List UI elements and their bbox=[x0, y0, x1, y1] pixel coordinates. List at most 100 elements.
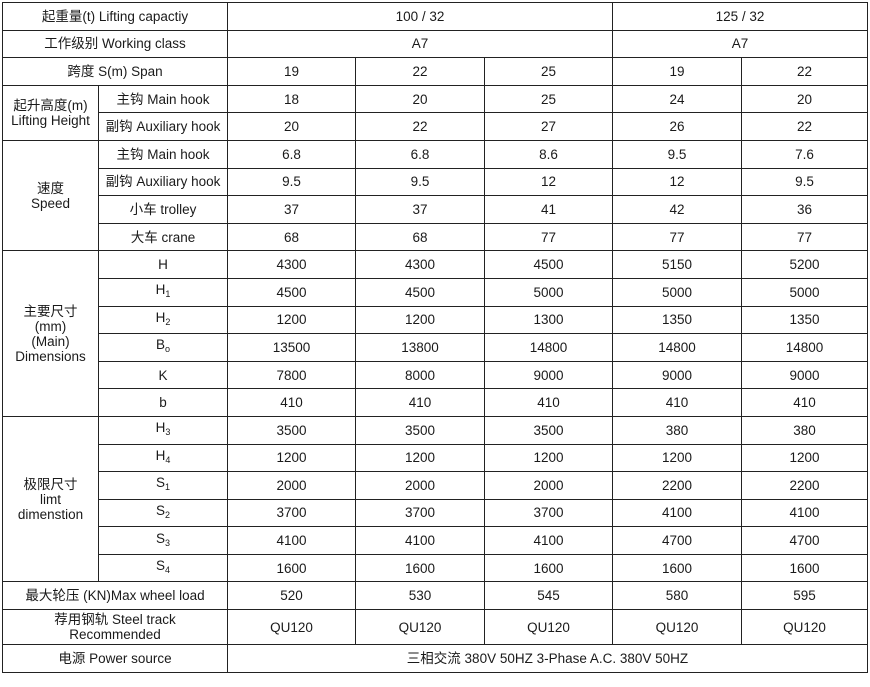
row-label: 荐用钢轨 Steel track Recommended bbox=[2, 609, 228, 646]
group-label: 速度 Speed bbox=[2, 139, 99, 252]
value-cell: 1600 bbox=[741, 553, 868, 583]
value-cell: QU120 bbox=[741, 609, 868, 646]
sub-label-text: 副钩 Auxiliary hook bbox=[105, 174, 221, 190]
row-label: 工作级别 Working class bbox=[2, 29, 228, 59]
value-cell: 19 bbox=[612, 57, 742, 86]
value-cell: 26 bbox=[612, 112, 742, 141]
value-cell: 3700 bbox=[355, 498, 485, 528]
value-cell: 68 bbox=[227, 222, 356, 252]
value-cell: 77 bbox=[741, 222, 868, 252]
sub-label: 主钩 Main hook bbox=[98, 139, 228, 169]
value-cell: 4300 bbox=[227, 250, 356, 279]
value-cell: 4100 bbox=[355, 526, 485, 555]
value-cell: 37 bbox=[355, 195, 485, 224]
sub-label-text: S bbox=[155, 475, 165, 491]
row-label: 跨度 S(m) Span bbox=[2, 57, 228, 86]
value-cell: 2200 bbox=[612, 471, 742, 500]
table-row: 速度 Speed 主钩 Main hook 6.8 6.8 8.6 9.5 7.6 bbox=[2, 139, 868, 252]
value-cell: 595 bbox=[741, 581, 868, 611]
value-cell: 410 bbox=[612, 388, 742, 417]
sub-label: S2 bbox=[98, 498, 228, 528]
value-cell: 9.5 bbox=[612, 139, 742, 169]
value-cell: 5150 bbox=[612, 250, 742, 279]
table-row: 副钩 Auxiliary hook 20 22 27 26 22 bbox=[3, 112, 868, 141]
value-cell: 1200 bbox=[227, 305, 356, 335]
group-value: 125 / 32 bbox=[612, 2, 868, 31]
sub-label-text: 小车 trolley bbox=[129, 201, 197, 217]
sub-label-text: K bbox=[158, 367, 168, 383]
table-row: 最大轮压 (KN)Max wheel load 520 530 545 580 595 bbox=[2, 581, 868, 611]
value-cell: 1200 bbox=[355, 443, 485, 473]
value-cell: 3500 bbox=[484, 415, 613, 445]
sub-label-text: H bbox=[155, 282, 166, 298]
value-cell: 5000 bbox=[741, 277, 868, 307]
value-cell: 1200 bbox=[612, 443, 742, 473]
value-cell: 4500 bbox=[484, 250, 613, 279]
table-row: 大车 crane 68 68 77 77 77 bbox=[3, 222, 868, 252]
table-row: 小车 trolley 37 37 41 42 36 bbox=[3, 195, 868, 224]
value-cell: 4100 bbox=[612, 498, 742, 528]
sub-label-subscript: 3 bbox=[165, 537, 171, 548]
value-cell: QU120 bbox=[484, 609, 613, 646]
value-cell: 5000 bbox=[612, 277, 742, 307]
value-cell: QU120 bbox=[612, 609, 742, 646]
sub-label-text: S bbox=[155, 502, 165, 518]
table-body: 起重量(t) Lifting capactiy 100 / 32 125 / 32 工… bbox=[2, 2, 868, 673]
value-cell: 25 bbox=[484, 57, 613, 86]
table-row: S1 2000 2000 2000 2200 2200 bbox=[3, 471, 868, 500]
table-row: 起重量(t) Lifting capactiy 100 / 32 125 / 32 bbox=[2, 2, 868, 31]
value-cell: 1600 bbox=[612, 553, 742, 583]
sub-label-text: H bbox=[158, 257, 168, 273]
value-cell: 14800 bbox=[484, 333, 613, 362]
group-label: 起升高度(m) Lifting Height bbox=[2, 84, 99, 141]
sub-label: 副钩 Auxiliary hook bbox=[98, 112, 228, 141]
value-cell: 2000 bbox=[227, 471, 356, 500]
value-cell: 1300 bbox=[484, 305, 613, 335]
sub-label-text: B bbox=[155, 337, 165, 353]
value-cell: 19 bbox=[227, 57, 356, 86]
value-cell: 3700 bbox=[484, 498, 613, 528]
sub-label-subscript: 2 bbox=[165, 316, 171, 327]
value-cell: 9.5 bbox=[355, 167, 485, 197]
value-cell: 9000 bbox=[612, 360, 742, 390]
value-cell: 1600 bbox=[484, 553, 613, 583]
value-cell: 77 bbox=[484, 222, 613, 252]
sub-label: H4 bbox=[98, 443, 228, 473]
value-cell: 20 bbox=[227, 112, 356, 141]
value-cell: 4100 bbox=[741, 498, 868, 528]
value-cell: 6.8 bbox=[227, 139, 356, 169]
table-row: K 7800 8000 9000 9000 9000 bbox=[3, 360, 868, 390]
value-cell: 4300 bbox=[355, 250, 485, 279]
value-cell: 1600 bbox=[355, 553, 485, 583]
value-cell: QU120 bbox=[355, 609, 485, 646]
sub-label-text: 副钩 Auxiliary hook bbox=[105, 119, 221, 135]
table-row: H2 1200 1200 1300 1350 1350 bbox=[3, 305, 868, 335]
value-cell: 8.6 bbox=[484, 139, 613, 169]
sub-label: H3 bbox=[98, 415, 228, 445]
value-cell: 3500 bbox=[355, 415, 485, 445]
sub-label-text: 大车 crane bbox=[130, 229, 196, 245]
row-label: 电源 Power source bbox=[2, 644, 228, 673]
value-cell: 22 bbox=[741, 57, 868, 86]
value-cell: 14800 bbox=[741, 333, 868, 362]
value-cell: 530 bbox=[355, 581, 485, 611]
sub-label: H2 bbox=[98, 305, 228, 335]
sub-label-text: b bbox=[159, 395, 167, 411]
value-cell: 22 bbox=[355, 57, 485, 86]
value-cell: 24 bbox=[612, 84, 742, 114]
sub-label-subscript: 2 bbox=[165, 509, 171, 520]
table-row: 主要尺寸 (mm) (Main) Dimensions H 4300 4300 4500… bbox=[2, 250, 868, 417]
value-cell: 5000 bbox=[484, 277, 613, 307]
sub-label: S4 bbox=[98, 553, 228, 583]
value-cell: 4700 bbox=[741, 526, 868, 555]
value-cell: 22 bbox=[741, 112, 868, 141]
value-cell: 77 bbox=[612, 222, 742, 252]
table-row: 工作级别 Working class A7 A7 bbox=[2, 29, 868, 59]
value-cell: 380 bbox=[612, 415, 742, 445]
table-row: 极限尺寸 limt dimenstion H3 3500 3500 3500 380 380 bbox=[2, 415, 868, 583]
sub-label: H1 bbox=[98, 277, 228, 307]
value-cell: 3700 bbox=[227, 498, 356, 528]
table-row: H1 4500 4500 5000 5000 5000 bbox=[3, 277, 868, 307]
sub-label-text: S bbox=[155, 558, 165, 574]
group-value: A7 bbox=[227, 29, 613, 59]
